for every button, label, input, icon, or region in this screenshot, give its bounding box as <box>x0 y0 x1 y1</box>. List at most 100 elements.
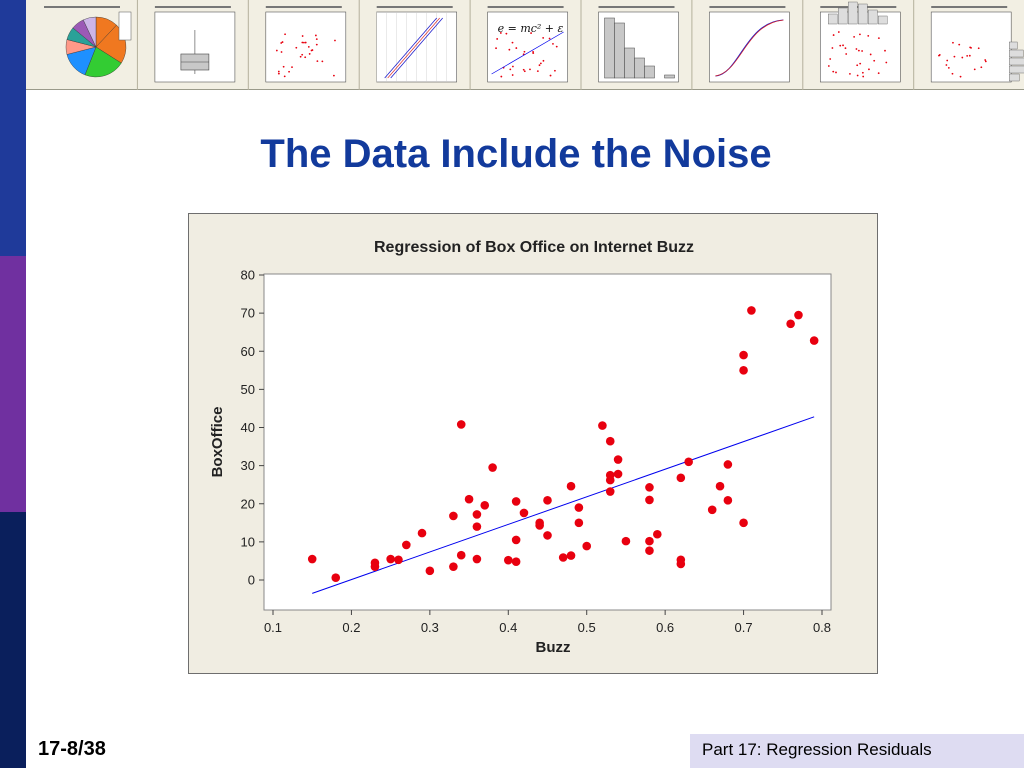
thumbnail-point <box>961 56 964 59</box>
thumbnail-caption <box>487 6 564 8</box>
data-point <box>511 535 521 545</box>
thumbnail-point <box>953 55 956 58</box>
histogram-bar <box>624 47 635 79</box>
thumbnail-panel <box>44 6 132 78</box>
data-point <box>645 483 654 492</box>
thumbnail-point <box>500 75 503 78</box>
thumbnail-point <box>280 42 283 44</box>
x-tick-label: 0.1 <box>264 620 282 635</box>
x-tick-label: 0.3 <box>421 620 439 635</box>
thumbnail-point <box>977 47 980 50</box>
data-point <box>613 469 623 479</box>
histogram-bar <box>644 65 655 79</box>
data-point <box>739 366 748 375</box>
thumbnail-panel <box>358 0 458 90</box>
thumbnail-point <box>877 72 880 75</box>
data-point <box>582 541 592 551</box>
pie-slice <box>84 46 122 78</box>
y-tick-label: 10 <box>241 534 255 549</box>
data-point <box>786 319 795 329</box>
y-tick-label: 20 <box>241 496 255 511</box>
data-point <box>511 557 521 566</box>
thumbnail-point <box>277 70 280 73</box>
y-tick-label: 80 <box>241 268 255 283</box>
thumbnail-point <box>945 64 948 66</box>
histogram-bar <box>604 17 615 79</box>
thumbnail-point <box>973 68 976 71</box>
data-point <box>480 500 490 510</box>
thumbnail-point <box>947 66 950 69</box>
x-tick-label: 0.2 <box>342 620 360 635</box>
thumbnail-point <box>980 66 983 69</box>
data-point <box>645 536 654 546</box>
data-point <box>402 540 411 550</box>
thumbnail-caption <box>376 6 453 8</box>
thumbnail-point <box>554 69 556 72</box>
y-tick-label: 70 <box>241 306 255 321</box>
thumbnail-point <box>856 64 859 67</box>
thumbnail-point <box>885 61 888 64</box>
thumbnail-point <box>282 65 285 68</box>
thumbnail-point <box>301 41 304 44</box>
thumbnail-point <box>496 38 499 40</box>
thumbnail-point <box>315 43 318 46</box>
thumbnail-panel <box>913 0 1024 90</box>
thumbnail-point <box>845 53 848 55</box>
thumbnail-point <box>522 68 525 71</box>
thumbnail-point <box>304 41 307 44</box>
data-point <box>449 562 458 571</box>
thumbnail-point <box>951 72 954 75</box>
left-accent-bar <box>0 0 26 768</box>
x-tick-label: 0.4 <box>499 620 517 635</box>
data-point <box>676 473 686 483</box>
data-point <box>456 420 466 429</box>
x-tick-label: 0.6 <box>656 620 674 635</box>
data-point <box>645 546 654 555</box>
data-point <box>605 436 615 446</box>
thumbnail-point <box>530 32 532 34</box>
thumbnail-caption <box>709 6 786 8</box>
thumbnail-point <box>299 55 302 58</box>
accent-block-middle <box>0 256 26 512</box>
thumbnail-point <box>952 41 954 44</box>
thumbnail-point <box>855 48 858 50</box>
page-number: 17-8/38 <box>38 738 106 760</box>
thumbnail-point <box>495 47 497 50</box>
x-tick-label: 0.8 <box>813 620 831 635</box>
marginal-bar <box>1009 57 1024 66</box>
thumbnail-plot-area <box>265 11 347 83</box>
data-point <box>621 536 631 546</box>
thumbnail-point <box>884 49 886 52</box>
thumbnail-point <box>295 46 298 49</box>
thumbnail-point <box>538 64 541 67</box>
regression-chart: Regression of Box Office on Internet Buz… <box>188 213 878 674</box>
footer-label: Part 17: Regression Residuals <box>690 734 1024 768</box>
pie-legend <box>118 11 132 41</box>
data-point <box>676 559 686 569</box>
prob-line <box>387 17 440 79</box>
marginal-bar <box>1009 65 1024 74</box>
thumbnail-point <box>849 72 851 75</box>
thumbnail-point <box>938 54 940 57</box>
thumbnail-point <box>549 74 552 77</box>
thumbnail-point <box>532 52 535 55</box>
thumbnail-point <box>968 54 971 57</box>
data-point <box>723 460 733 469</box>
marginal-bar <box>838 7 848 25</box>
thumbnail-point <box>835 71 837 74</box>
thumbnail-point <box>511 74 514 76</box>
pie-slice <box>82 16 97 48</box>
thumbnail-point <box>859 33 861 36</box>
y-tick-label: 60 <box>241 344 255 359</box>
thumbnail-point <box>856 74 859 77</box>
cdf-curve <box>715 19 784 77</box>
thumbnail-caption <box>598 6 675 8</box>
data-point <box>566 551 576 560</box>
thumbnail-point <box>853 36 856 38</box>
thumbnail-panel <box>691 0 790 90</box>
data-point <box>707 505 717 515</box>
thumbnail-point <box>499 32 502 34</box>
thumbnail-point <box>523 70 526 73</box>
thumbnail-point <box>877 37 880 40</box>
data-point <box>425 566 435 576</box>
